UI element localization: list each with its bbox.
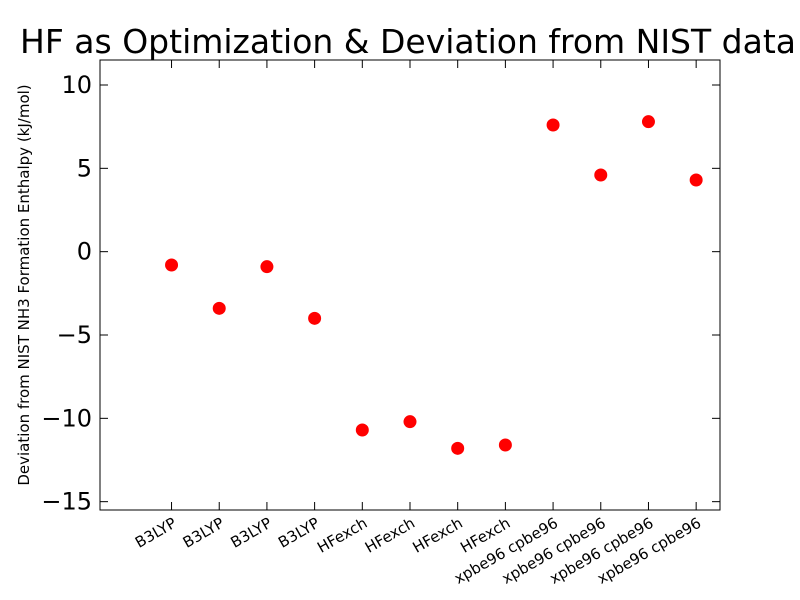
x-tick-label: B3LYP bbox=[132, 514, 179, 552]
data-point bbox=[546, 118, 560, 132]
x-tick-label: HFexch bbox=[410, 514, 466, 557]
y-axis-label: Deviation from NIST NH3 Formation Enthal… bbox=[15, 84, 33, 485]
data-point bbox=[689, 173, 703, 187]
y-tick-label: 0 bbox=[77, 238, 92, 266]
data-point bbox=[308, 311, 322, 325]
y-tick-label: 10 bbox=[61, 71, 92, 99]
data-point bbox=[594, 168, 608, 182]
data-point bbox=[355, 423, 369, 437]
chart-title: HF as Optimization & Deviation from NIST… bbox=[20, 22, 796, 61]
points-layer bbox=[165, 115, 703, 455]
data-point bbox=[165, 258, 179, 272]
x-tick-label: B3LYP bbox=[227, 514, 274, 552]
x-tick-label: B3LYP bbox=[275, 514, 322, 552]
y-tick-label: −10 bbox=[41, 404, 92, 432]
data-point bbox=[212, 301, 226, 315]
data-point bbox=[498, 438, 512, 452]
data-point bbox=[641, 115, 655, 129]
y-tick-label: −15 bbox=[41, 488, 92, 516]
data-point bbox=[260, 260, 274, 274]
y-tick-label: −5 bbox=[57, 321, 92, 349]
x-tick-label: HFexch bbox=[362, 514, 418, 557]
x-tick-label: B3LYP bbox=[180, 514, 227, 552]
data-point bbox=[451, 441, 465, 455]
data-point bbox=[403, 415, 417, 429]
y-tick-label: 5 bbox=[77, 154, 92, 182]
x-tick-label: HFexch bbox=[314, 514, 370, 557]
plot-frame bbox=[99, 59, 721, 511]
